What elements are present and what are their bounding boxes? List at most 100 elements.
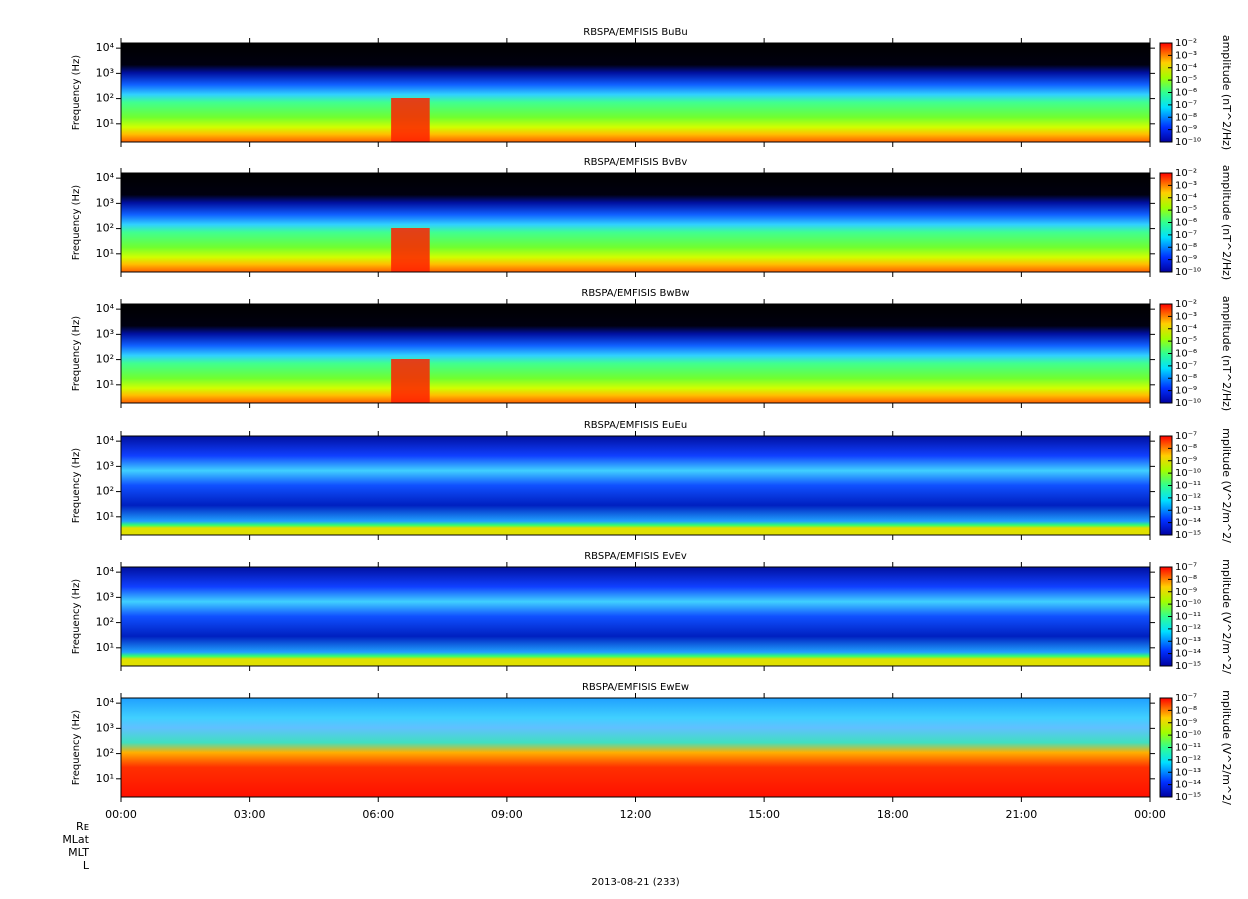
colorbar-tick-label: 10⁻¹³	[1175, 767, 1201, 778]
spectrogram-feature	[391, 98, 430, 142]
colorbar-tick-label: 10⁻⁸	[1175, 574, 1197, 585]
y-tick-label: 10²	[96, 353, 114, 366]
colorbar-tick-label: 10⁻⁷	[1175, 562, 1197, 573]
y-tick-label: 10¹	[96, 378, 114, 391]
colorbar-tick-label: 10⁻¹⁴	[1175, 780, 1201, 791]
y-axis-label: Frequency (Hz)	[71, 579, 82, 655]
colorbar-tick-label: 10⁻⁹	[1175, 125, 1197, 136]
y-tick-label: 10²	[96, 92, 114, 105]
colorbar-tick-label: 10⁻⁶	[1175, 349, 1197, 360]
spectrogram	[121, 698, 1150, 797]
y-tick-label: 10⁴	[96, 302, 115, 315]
spectrogram	[121, 304, 1150, 403]
colorbar-tick-label: 10⁻²	[1175, 38, 1197, 49]
x-tick-label: 12:00	[620, 808, 652, 821]
colorbar-tick-label: 10⁻¹¹	[1175, 612, 1201, 623]
spectrogram	[121, 173, 1150, 272]
colorbar-tick-label: 10⁻⁵	[1175, 205, 1197, 216]
colorbar-tick-label: 10⁻¹¹	[1175, 481, 1201, 492]
y-tick-label: 10²	[96, 616, 114, 629]
y-tick-label: 10²	[96, 747, 114, 760]
y-axis-label: Frequency (Hz)	[71, 55, 82, 131]
colorbar-tick-label: 10⁻¹⁰	[1175, 468, 1201, 479]
colorbar-tick-label: 10⁻¹²	[1175, 624, 1201, 635]
colorbar-tick-label: 10⁻¹⁰	[1175, 398, 1201, 409]
panel-title: RBSPA/EMFISIS BvBv	[584, 157, 688, 168]
y-axis-label: Frequency (Hz)	[71, 316, 82, 392]
colorbar-tick-label: 10⁻⁴	[1175, 193, 1197, 204]
ephemeris-label: L	[83, 859, 90, 872]
colorbar-tick-label: 10⁻³	[1175, 180, 1197, 191]
colorbar-tick-label: 10⁻¹⁵	[1175, 530, 1201, 541]
y-tick-label: 10³	[96, 196, 114, 209]
colorbar-tick-label: 10⁻⁸	[1175, 443, 1197, 454]
colorbar-tick-label: 10⁻³	[1175, 50, 1197, 61]
y-axis-label: Frequency (Hz)	[71, 448, 82, 524]
y-tick-label: 10³	[96, 459, 114, 472]
y-tick-label: 10⁴	[96, 41, 115, 54]
x-tick-label: 09:00	[491, 808, 523, 821]
panel-title: RBSPA/EMFISIS EvEv	[584, 551, 687, 562]
y-tick-label: 10³	[96, 66, 114, 79]
colorbar-tick-label: 10⁻¹⁰	[1175, 267, 1201, 278]
x-tick-label: 06:00	[362, 808, 394, 821]
colorbar-tick-label: 10⁻⁷	[1175, 693, 1197, 704]
y-tick-label: 10³	[96, 590, 114, 603]
colorbar-label: amplitude (nT^2/Hz)	[1220, 165, 1233, 280]
y-tick-label: 10³	[96, 327, 114, 340]
colorbar-tick-label: 10⁻⁵	[1175, 336, 1197, 347]
colorbar-tick-label: 10⁻⁷	[1175, 230, 1197, 241]
colorbar-tick-label: 10⁻⁶	[1175, 88, 1197, 99]
colorbar-tick-label: 10⁻¹³	[1175, 505, 1201, 516]
colorbar-tick-label: 10⁻⁷	[1175, 431, 1197, 442]
spectrogram	[121, 436, 1150, 535]
y-tick-label: 10¹	[96, 510, 114, 523]
colorbar-tick-label: 10⁻⁵	[1175, 75, 1197, 86]
colorbar-tick-label: 10⁻⁷	[1175, 100, 1197, 111]
colorbar-tick-label: 10⁻⁹	[1175, 386, 1197, 397]
colorbar-tick-label: 10⁻¹⁰	[1175, 730, 1201, 741]
y-tick-label: 10²	[96, 485, 114, 498]
spectrogram	[121, 43, 1150, 142]
y-tick-label: 10⁴	[96, 434, 115, 447]
x-tick-label: 00:00	[1134, 808, 1166, 821]
colorbar-tick-label: 10⁻¹³	[1175, 636, 1201, 647]
colorbar-tick-label: 10⁻⁹	[1175, 255, 1197, 266]
ephemeris-label: MLat	[62, 833, 89, 846]
colorbar-tick-label: 10⁻⁴	[1175, 63, 1197, 74]
colorbar-tick-label: 10⁻⁸	[1175, 373, 1197, 384]
colorbar-tick-label: 10⁻¹²	[1175, 755, 1201, 766]
colorbar-tick-label: 10⁻¹²	[1175, 493, 1201, 504]
y-tick-label: 10³	[96, 721, 114, 734]
y-tick-label: 10⁴	[96, 565, 115, 578]
colorbar-tick-label: 10⁻⁹	[1175, 718, 1197, 729]
x-tick-label: 21:00	[1006, 808, 1038, 821]
colorbar-tick-label: 10⁻⁴	[1175, 324, 1197, 335]
colorbar-tick-label: 10⁻⁷	[1175, 361, 1197, 372]
colorbar-tick-label: 10⁻¹¹	[1175, 743, 1201, 754]
spectrogram-feature	[391, 359, 430, 403]
y-axis-label: Frequency (Hz)	[71, 710, 82, 786]
colorbar-tick-label: 10⁻⁶	[1175, 218, 1197, 229]
colorbar-label: amplitude (nT^2/Hz)	[1220, 296, 1233, 411]
x-axis-label: 2013-08-21 (233)	[591, 877, 679, 888]
y-tick-label: 10⁴	[96, 171, 115, 184]
x-tick-label: 03:00	[234, 808, 266, 821]
colorbar-tick-label: 10⁻²	[1175, 299, 1197, 310]
x-tick-label: 15:00	[748, 808, 780, 821]
spectrogram-feature	[391, 228, 430, 272]
y-tick-label: 10¹	[96, 247, 114, 260]
colorbar-tick-label: 10⁻³	[1175, 311, 1197, 322]
x-tick-label: 18:00	[877, 808, 909, 821]
colorbar-tick-label: 10⁻¹⁴	[1175, 518, 1201, 529]
panel-title: RBSPA/EMFISIS BwBw	[581, 288, 689, 299]
colorbar-tick-label: 10⁻¹⁵	[1175, 792, 1201, 803]
colorbar-tick-label: 10⁻⁹	[1175, 456, 1197, 467]
colorbar-label: mplitude (V^2/m^2/	[1220, 690, 1233, 805]
colorbar-tick-label: 10⁻⁹	[1175, 587, 1197, 598]
panel-title: RBSPA/EMFISIS BuBu	[583, 27, 687, 38]
colorbar-label: mplitude (V^2/m^2/	[1220, 428, 1233, 543]
y-tick-label: 10¹	[96, 117, 114, 130]
y-tick-label: 10¹	[96, 641, 114, 654]
